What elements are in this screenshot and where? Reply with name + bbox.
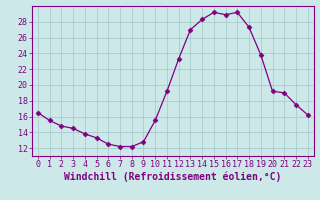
X-axis label: Windchill (Refroidissement éolien,°C): Windchill (Refroidissement éolien,°C): [64, 172, 282, 182]
